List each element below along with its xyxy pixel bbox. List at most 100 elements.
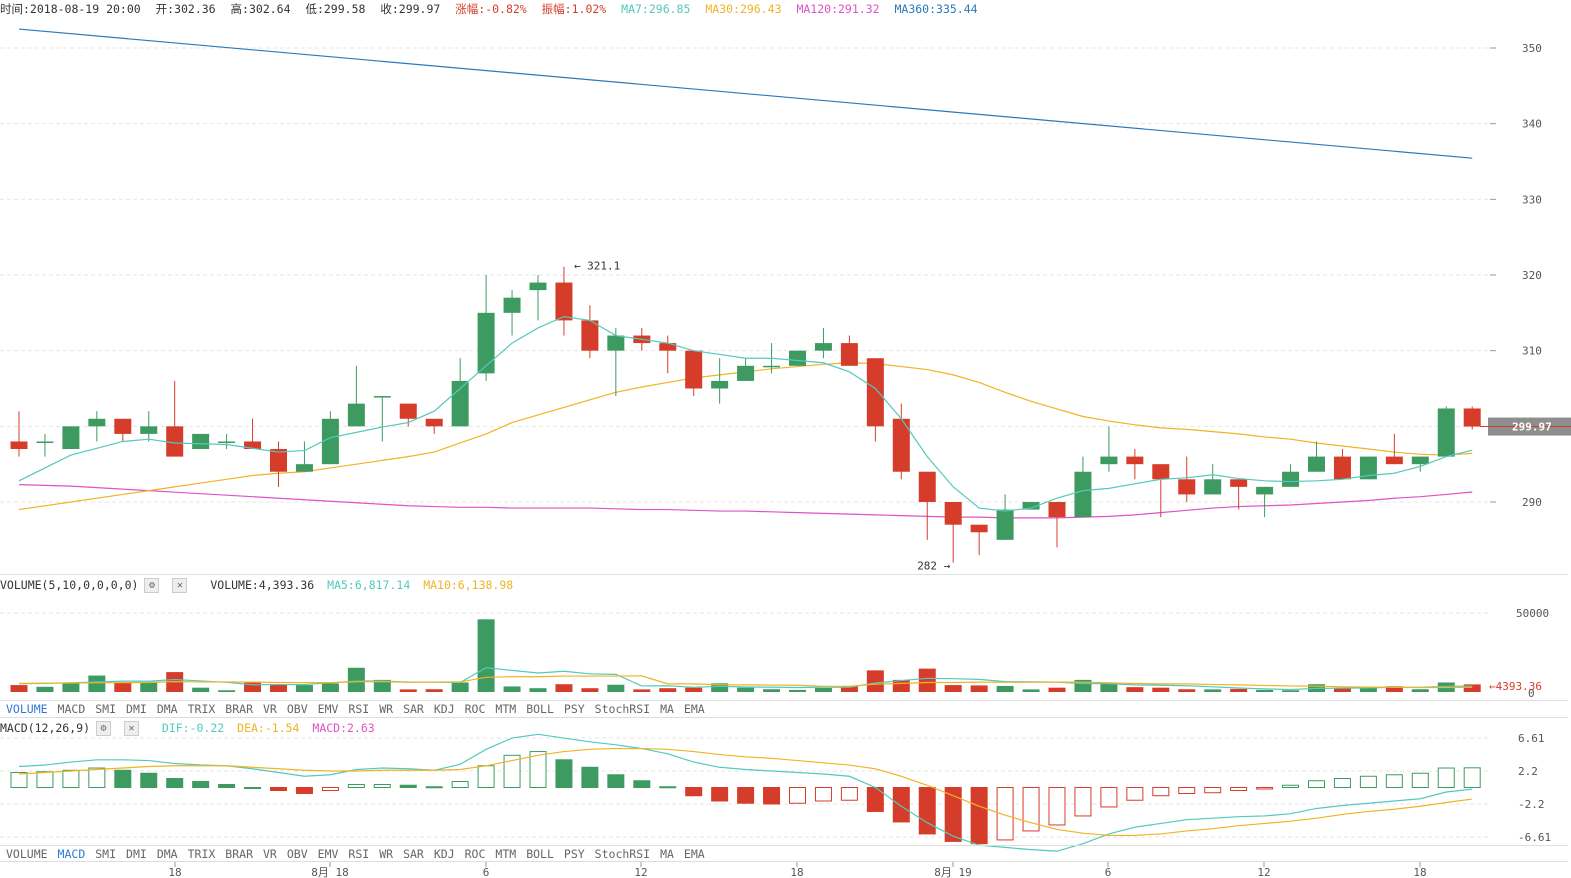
- tab-vr[interactable]: VR: [263, 702, 277, 716]
- close-icon[interactable]: ✕: [123, 721, 139, 736]
- candle-body: [1437, 408, 1455, 457]
- time-tick-label: 18: [790, 866, 803, 878]
- time-axis: 18 8月 18 6 12 18 8月 19 6 12 18: [168, 862, 1427, 878]
- tab-mtm[interactable]: MTM: [495, 702, 517, 716]
- candle-body: [1282, 471, 1300, 487]
- gear-icon[interactable]: ⚙: [96, 721, 112, 736]
- macd-bar: [1178, 787, 1196, 794]
- macd-bar: [607, 774, 625, 788]
- macd-header: MACD(12,26,9) ⚙ ✕ DIF:-0.22 DEA:-1.54 MAC…: [0, 719, 381, 737]
- time-tick-label: 12: [634, 866, 647, 878]
- candle-body: [114, 418, 132, 434]
- ma7-label: MA7:296.85: [621, 2, 691, 16]
- tab-dma[interactable]: DMA: [156, 702, 178, 716]
- macd-bar: [373, 784, 391, 788]
- tab-psy[interactable]: PSY: [563, 847, 585, 861]
- tabs-macd-divider: [0, 717, 1568, 718]
- volume-bar: [218, 690, 236, 692]
- ma120-line: [18, 483, 1473, 519]
- tab-volume[interactable]: VOLUME: [6, 702, 48, 716]
- gear-icon[interactable]: ⚙: [144, 578, 160, 593]
- tab-volume[interactable]: VOLUME: [6, 847, 48, 861]
- volume-bar: [62, 683, 80, 692]
- candle-body: [399, 403, 417, 419]
- candle-body: [1204, 479, 1222, 495]
- candle-body: [166, 426, 184, 457]
- tab-psy[interactable]: PSY: [563, 702, 585, 716]
- tab-trix[interactable]: TRIX: [187, 702, 216, 716]
- tab-macd[interactable]: MACD: [57, 702, 86, 716]
- tab-stochrsi[interactable]: StochRSI: [594, 702, 651, 716]
- tab-ma[interactable]: MA: [660, 702, 674, 716]
- grid-lines: [0, 47, 1490, 838]
- volume-bar: [399, 689, 417, 692]
- tab-brar[interactable]: BRAR: [225, 847, 253, 861]
- tab-ema[interactable]: EMA: [683, 847, 705, 861]
- macd-bar: [659, 786, 677, 789]
- macd-bar: [62, 769, 80, 789]
- tab-dma[interactable]: DMA: [156, 847, 178, 861]
- high-annotation: ← 321.1: [574, 260, 620, 273]
- tab-rsi[interactable]: RSI: [348, 702, 370, 716]
- tab-mtm[interactable]: MTM: [495, 847, 517, 861]
- volume-current-label: ←4393.36: [1489, 680, 1542, 693]
- tab-emv[interactable]: EMV: [317, 702, 339, 716]
- ma120-polyline: [18, 483, 1473, 519]
- tab-stochrsi[interactable]: StochRSI: [594, 847, 651, 861]
- tab-dmi[interactable]: DMI: [126, 702, 147, 716]
- close-icon[interactable]: ✕: [172, 578, 188, 593]
- volume-bar: [503, 686, 521, 692]
- candle-body: [1230, 479, 1248, 487]
- tab-wr[interactable]: WR: [379, 702, 394, 716]
- tab-roc[interactable]: ROC: [464, 847, 486, 861]
- tab-rsi[interactable]: RSI: [348, 847, 370, 861]
- tab-obv[interactable]: OBV: [286, 847, 308, 861]
- time-tick-label: 8月 19: [934, 866, 972, 878]
- volume-bar: [1463, 684, 1481, 692]
- macd-axis: 6.61 2.2 -2.2 -6.61: [1518, 732, 1551, 844]
- macd-bar: [918, 787, 936, 835]
- candle-body: [763, 365, 781, 368]
- tab-emv[interactable]: EMV: [317, 847, 339, 861]
- tab-brar[interactable]: BRAR: [225, 702, 253, 716]
- tab-sar[interactable]: SAR: [403, 847, 424, 861]
- price-tick-label: 320: [1522, 269, 1542, 282]
- tab-obv[interactable]: OBV: [286, 702, 308, 716]
- tab-boll[interactable]: BOLL: [526, 702, 554, 716]
- candle-body: [1385, 456, 1403, 465]
- tab-dmi[interactable]: DMI: [126, 847, 147, 861]
- candle-body: [789, 350, 806, 366]
- macd-bar: [451, 781, 469, 789]
- volume-bar: [1230, 688, 1248, 692]
- tab-trix[interactable]: TRIX: [187, 847, 216, 861]
- tab-kdj[interactable]: KDJ: [433, 702, 455, 716]
- macd-dif: DIF:-0.22: [161, 721, 225, 735]
- volume-bar: [425, 689, 443, 692]
- low-annotation: 282 →: [917, 560, 950, 573]
- tab-vr[interactable]: VR: [263, 847, 277, 861]
- tab-ema[interactable]: EMA: [683, 702, 705, 716]
- macd-bar: [1204, 787, 1222, 794]
- macd-bar: [1126, 787, 1144, 801]
- candle-body: [737, 365, 755, 381]
- tab-smi[interactable]: SMI: [95, 847, 117, 861]
- tab-macd[interactable]: MACD: [57, 847, 86, 861]
- tab-boll[interactable]: BOLL: [526, 847, 554, 861]
- tab-sar[interactable]: SAR: [403, 702, 424, 716]
- macd-bar: [1282, 784, 1300, 789]
- volume-bar: [270, 684, 287, 692]
- macd-bar: [1385, 774, 1403, 788]
- macd-bar: [1463, 767, 1481, 789]
- volume-tick-label: 50000: [1516, 607, 1549, 620]
- indicator-tabs-bottom: VOLUME MACD SMI DMI DMA TRIX BRAR VR OBV EMV RSI WR…: [6, 846, 715, 862]
- volume-bar: [1282, 690, 1300, 692]
- tab-roc[interactable]: ROC: [464, 702, 486, 716]
- tab-ma[interactable]: MA: [660, 847, 674, 861]
- tab-smi[interactable]: SMI: [95, 702, 117, 716]
- candle-body: [10, 441, 28, 450]
- macd-bar: [347, 784, 365, 788]
- tab-wr[interactable]: WR: [379, 847, 394, 861]
- tab-kdj[interactable]: KDJ: [433, 847, 455, 861]
- volume-bar: [840, 686, 858, 692]
